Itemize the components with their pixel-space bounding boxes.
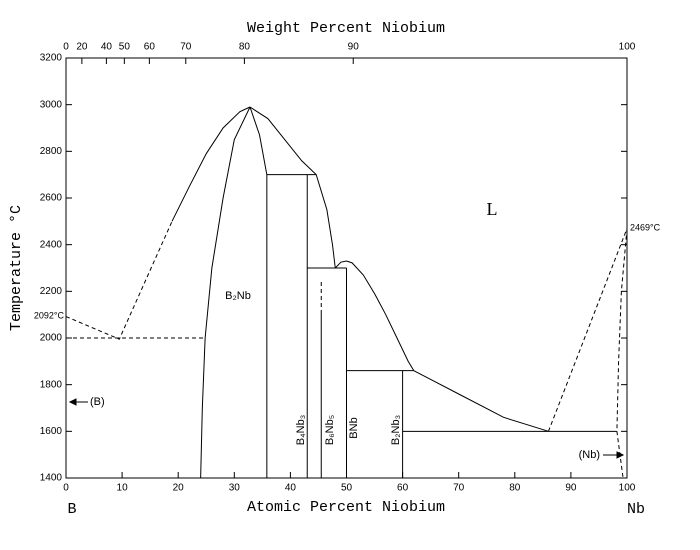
x-tick-label: 70 <box>453 483 465 494</box>
y-tick-label: 2000 <box>40 333 63 344</box>
y-tick-label: 1600 <box>40 426 63 437</box>
phase-boundary <box>616 228 628 479</box>
x2-axis-title: Weight Percent Niobium <box>247 20 445 37</box>
phase-boundary <box>200 106 251 479</box>
x-tick-label: 40 <box>285 483 297 494</box>
arrow-head <box>68 398 77 406</box>
y-tick-label: 3000 <box>40 99 63 110</box>
x2-tick-label: 40 <box>101 42 113 53</box>
x2-tick-label: 20 <box>76 42 88 53</box>
x-tick-label: 0 <box>63 483 69 494</box>
x-tick-label: 80 <box>509 483 521 494</box>
phase-label: (B) <box>90 396 105 408</box>
y-tick-label: 1800 <box>40 379 63 390</box>
phase-boundary <box>249 106 268 175</box>
y-tick-label: 2800 <box>40 146 63 157</box>
x-tick-label: 10 <box>117 483 129 494</box>
x-tick-label: 90 <box>565 483 577 494</box>
x2-tick-label: 50 <box>119 42 131 53</box>
y-tick-label: 1400 <box>40 473 63 484</box>
x-tick-label: 30 <box>229 483 241 494</box>
y-tick-label: 2200 <box>40 286 63 297</box>
x2-tick-label: 90 <box>348 42 360 53</box>
phase-boundary <box>171 106 251 222</box>
element-label: B <box>67 501 76 518</box>
phase-boundary <box>334 260 415 371</box>
y-tick-label: 3200 <box>40 53 63 64</box>
y-tick-label: 2400 <box>40 239 63 250</box>
x2-tick-label: 60 <box>144 42 156 53</box>
x-axis-title: Atomic Percent Niobium <box>247 499 445 516</box>
phase-boundary <box>249 106 336 269</box>
x2-tick-label: 80 <box>239 42 251 53</box>
melting-point: 2092°C <box>34 310 65 320</box>
x-tick-label: 50 <box>341 483 353 494</box>
x2-tick-label: 70 <box>180 42 192 53</box>
liquid-label: L <box>487 199 498 219</box>
phase-label: B₆Nb₅ <box>324 415 336 445</box>
phase-boundary <box>413 370 549 432</box>
y-axis-title: Temperature °C <box>8 205 25 331</box>
phase-label: B₂Nb₃ <box>390 415 402 445</box>
x2-tick-label: 100 <box>619 42 636 53</box>
melting-point: 2469°C <box>630 222 661 232</box>
phase-label: BNb <box>348 417 360 438</box>
phase-boundary <box>547 228 628 432</box>
element-label: Nb <box>627 501 645 518</box>
x-tick-label: 20 <box>173 483 185 494</box>
x2-tick-label: 0 <box>63 42 69 53</box>
phase-boundary <box>65 221 173 340</box>
phase-label: (Nb) <box>579 449 600 461</box>
phase-label: B₂Nb <box>225 290 251 302</box>
x-tick-label: 100 <box>619 483 636 494</box>
x-tick-label: 60 <box>397 483 409 494</box>
phase-label: B₄Nb₃ <box>295 415 307 445</box>
y-tick-label: 2600 <box>40 193 63 204</box>
